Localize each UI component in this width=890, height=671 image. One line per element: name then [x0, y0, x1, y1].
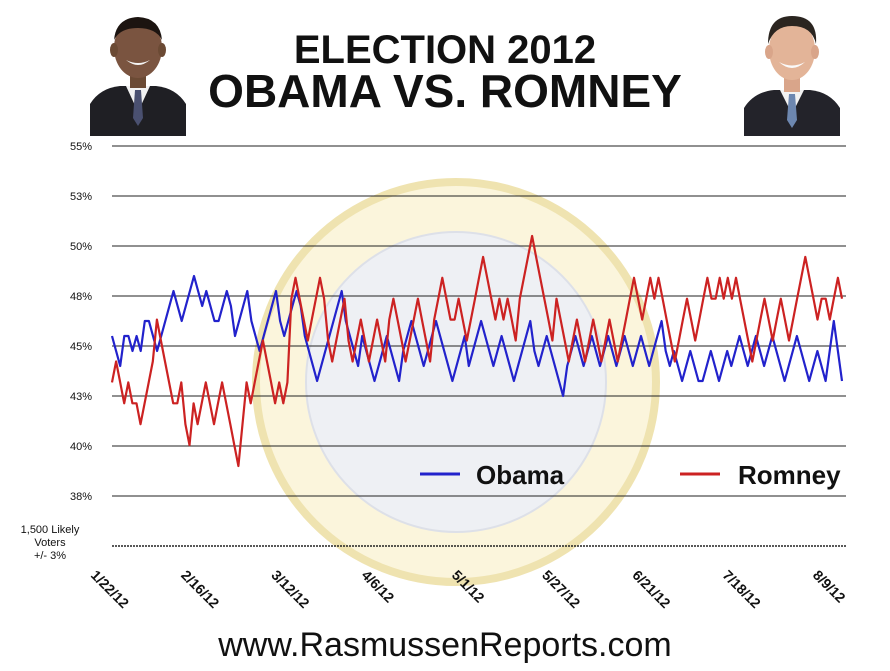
legend-label-romney: Romney [738, 460, 841, 490]
y-tick-label: 45% [70, 341, 92, 353]
series-line-romney [110, 234, 844, 468]
seal-inner-disc [305, 231, 607, 533]
presidential-seal-watermark [252, 178, 660, 586]
x-tick-label: 1/22/12 [88, 567, 132, 611]
x-tick-label: 2/16/12 [178, 567, 222, 611]
x-tick-label: 6/21/12 [629, 567, 673, 611]
y-tick-label: 55% [70, 141, 92, 153]
x-tick-label: 3/12/12 [268, 567, 312, 611]
romney-portrait [744, 8, 840, 136]
chart-title-line1: ELECTION 2012 [293, 28, 597, 72]
source-url: www.RasmussenReports.com [218, 626, 672, 664]
series-line-obama [110, 274, 844, 398]
y-tick-label: 48% [70, 291, 92, 303]
y-tick-label: 43% [70, 391, 92, 403]
y-tick-label: 40% [70, 441, 92, 453]
x-tick-label: 8/9/12 [810, 567, 849, 606]
legend-label-obama: Obama [476, 460, 565, 490]
sample-note: 1,500 Likely Voters +/- 3% [20, 524, 80, 562]
obama-portrait [90, 8, 186, 136]
y-tick-label: 50% [70, 241, 92, 253]
x-tick-label: 5/27/12 [539, 567, 583, 611]
chart-title-line2: OBAMA VS. ROMNEY [208, 65, 682, 117]
x-tick-label: 7/18/12 [720, 567, 764, 611]
y-tick-label: 53% [70, 191, 92, 203]
y-tick-label: 38% [70, 491, 92, 503]
